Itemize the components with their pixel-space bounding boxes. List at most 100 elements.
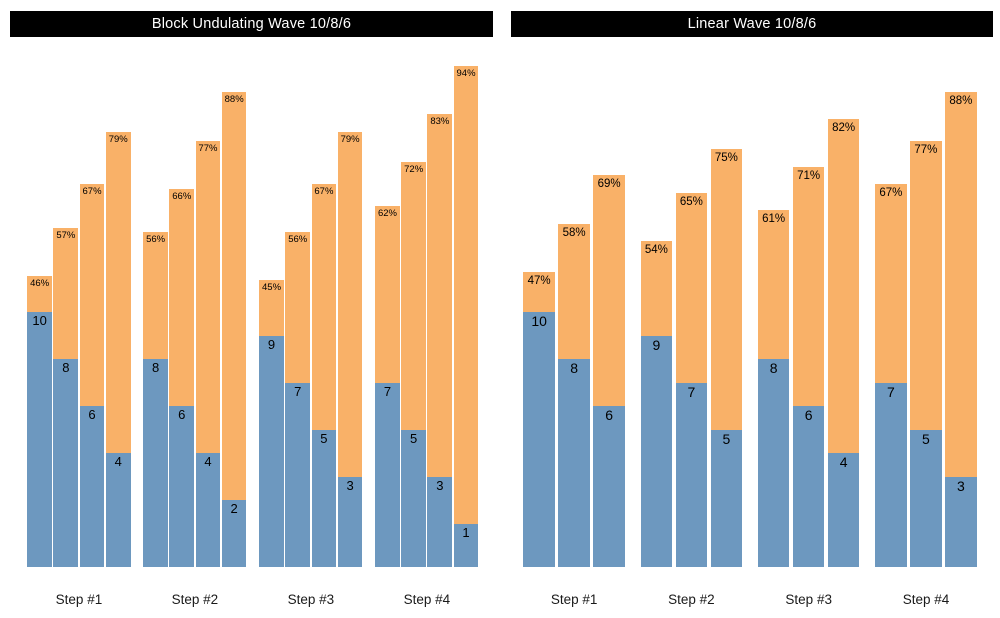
reps-label: 8 (151, 360, 160, 375)
reps-segment: 6 (169, 406, 195, 567)
percent-segment: 79% (337, 131, 363, 477)
reps-segment: 2 (221, 500, 247, 567)
reps-label: 2 (230, 501, 238, 516)
percent-segment: 77% (195, 140, 221, 453)
reps-label: 4 (204, 454, 212, 469)
percent-segment: 88% (221, 92, 247, 500)
reps-segment: 3 (945, 476, 977, 567)
bar-group: 45% 9 56% 7 67% 5 79% 3 (259, 131, 363, 567)
reps-segment: 7 (285, 382, 311, 567)
reps-label: 8 (769, 360, 778, 376)
percent-segment: 45% (259, 280, 284, 336)
percent-segment: 46% (27, 275, 52, 312)
percent-segment: 77% (910, 140, 942, 430)
reps-segment: 8 (143, 359, 168, 567)
reps-label: 4 (839, 454, 848, 470)
percent-label: 88% (224, 94, 244, 106)
percent-label: 45% (262, 282, 282, 294)
reps-label: 7 (687, 383, 696, 400)
percent-label: 83% (430, 116, 450, 128)
reps-segment: 9 (259, 335, 284, 567)
stacked-bar: 46% 10 (27, 275, 52, 567)
percent-label: 82% (832, 121, 856, 134)
percent-label: 61% (762, 213, 786, 226)
stacked-bar: 75% 5 (710, 149, 743, 567)
reps-segment: 5 (311, 429, 337, 567)
stacked-bar: 83% 3 (427, 114, 453, 567)
percent-segment: 47% (523, 271, 555, 312)
percent-segment: 56% (143, 232, 168, 359)
x-axis: Step #1 Step #2 Step #3 Step #4 (10, 592, 493, 607)
percent-segment: 66% (169, 188, 195, 406)
reps-segment: 5 (710, 429, 743, 567)
percent-label: 46% (30, 277, 50, 289)
bar-group: 67% 7 77% 5 88% 3 (875, 92, 977, 567)
stacked-bar: 54% 9 (640, 241, 673, 567)
stacked-bar: 72% 5 (401, 162, 426, 567)
stacked-bar: 56% 8 (143, 232, 168, 567)
reps-segment: 4 (827, 453, 860, 567)
reps-label: 7 (886, 383, 895, 400)
percent-label: 67% (879, 187, 903, 200)
percent-label: 94% (456, 68, 476, 80)
x-axis-label: Step #4 (403, 592, 451, 607)
reps-label: 9 (652, 336, 661, 353)
percent-segment: 79% (105, 131, 131, 453)
reps-label: 7 (383, 383, 392, 399)
percent-label: 67% (314, 186, 334, 198)
percent-segment: 83% (427, 114, 453, 477)
percent-label: 57% (56, 229, 76, 241)
reps-label: 6 (178, 407, 186, 422)
percent-label: 54% (644, 244, 668, 257)
percent-segment: 67% (79, 184, 105, 406)
percent-label: 79% (108, 133, 128, 145)
reps-label: 8 (62, 360, 70, 375)
reps-segment: 6 (593, 406, 625, 567)
bar-group: 61% 8 71% 6 82% 4 (757, 118, 860, 567)
stacked-bar: 79% 4 (105, 131, 131, 567)
stacked-bar: 67% 5 (311, 184, 337, 567)
reps-label: 3 (436, 477, 444, 493)
reps-label: 4 (114, 454, 122, 469)
stacked-bar: 88% 3 (945, 92, 977, 567)
percent-segment: 62% (375, 206, 400, 383)
reps-segment: 3 (427, 476, 453, 567)
percent-segment: 65% (675, 192, 708, 383)
percent-label: 72% (404, 164, 424, 176)
panel-block-undulating-wave: Block Undulating Wave 10/8/6 46% 10 57% 8 67… (10, 11, 493, 618)
stacked-bar: 79% 3 (337, 131, 363, 567)
percent-segment: 56% (285, 232, 311, 383)
bar-group: 47% 10 58% 8 69% 6 (523, 175, 625, 567)
reps-label: 1 (462, 524, 470, 540)
stacked-bar: 88% 2 (221, 92, 247, 567)
reps-label: 5 (410, 430, 418, 446)
stacked-bar: 65% 7 (675, 192, 708, 567)
x-axis-label: Step #3 (785, 592, 832, 607)
stacked-bar: 47% 10 (523, 271, 555, 567)
percent-label: 56% (146, 234, 166, 246)
percent-label: 75% (714, 152, 738, 165)
stacked-bar: 56% 7 (285, 232, 311, 567)
reps-label: 6 (88, 407, 96, 422)
percent-segment: 61% (757, 210, 790, 359)
stacked-bar: 57% 8 (53, 227, 79, 567)
reps-label: 6 (804, 407, 813, 423)
x-axis-label: Step #1 (55, 592, 103, 607)
reps-label: 6 (605, 407, 613, 423)
panel-linear-wave: Linear Wave 10/8/6 47% 10 58% 8 69% 6 54% 9 65% 7… (511, 11, 993, 618)
reps-segment: 8 (757, 359, 790, 567)
reps-segment: 6 (79, 406, 105, 567)
reps-segment: 4 (105, 453, 131, 567)
x-axis-label: Step #2 (668, 592, 715, 607)
percent-label: 62% (377, 208, 397, 220)
percent-label: 77% (198, 142, 218, 154)
percent-label: 79% (340, 133, 360, 145)
percent-label: 66% (172, 190, 192, 202)
reps-segment: 3 (337, 476, 363, 567)
stacked-bar: 71% 6 (792, 166, 825, 567)
reps-segment: 10 (523, 312, 555, 567)
bar-group: 62% 7 72% 5 83% 3 94% 1 (375, 66, 479, 567)
percent-segment: 58% (558, 223, 590, 359)
reps-segment: 8 (558, 359, 590, 567)
percent-label: 67% (82, 186, 102, 198)
